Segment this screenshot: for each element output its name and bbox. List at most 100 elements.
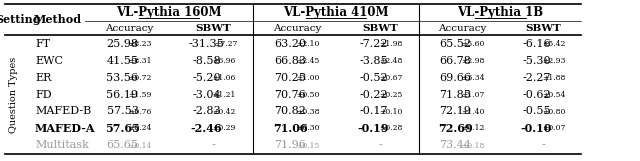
Text: 71.06: 71.06 xyxy=(273,123,308,134)
Text: ±0.42: ±0.42 xyxy=(212,108,236,115)
Text: ER: ER xyxy=(35,72,51,82)
Text: ±0.15: ±0.15 xyxy=(296,142,319,150)
Text: ±0.67: ±0.67 xyxy=(379,74,403,81)
Text: ±2.48: ±2.48 xyxy=(379,57,403,65)
Text: -0.55: -0.55 xyxy=(522,106,551,117)
Text: EWC: EWC xyxy=(35,56,63,66)
Text: ±0.38: ±0.38 xyxy=(296,108,319,115)
Text: ±0.24: ±0.24 xyxy=(128,124,152,133)
Text: FT: FT xyxy=(35,38,50,48)
Text: ±0.76: ±0.76 xyxy=(128,108,152,115)
Text: -2.46: -2.46 xyxy=(191,123,222,134)
Text: -2.83: -2.83 xyxy=(192,106,221,117)
Text: ±0.54: ±0.54 xyxy=(542,90,565,99)
Text: ±1.07: ±1.07 xyxy=(461,90,484,99)
Text: SBWT: SBWT xyxy=(362,24,398,33)
Text: 66.78: 66.78 xyxy=(440,56,472,66)
Text: ±1.59: ±1.59 xyxy=(128,90,152,99)
Text: -3.85: -3.85 xyxy=(359,56,388,66)
Text: -: - xyxy=(211,141,215,151)
Text: ±2.98: ±2.98 xyxy=(461,57,484,65)
Text: ±1.06: ±1.06 xyxy=(212,74,236,81)
Text: ±0.12: ±0.12 xyxy=(461,124,484,133)
Text: -3.04: -3.04 xyxy=(192,90,221,99)
Text: Setting: Setting xyxy=(0,14,41,25)
Text: VL-Pythia 1B: VL-Pythia 1B xyxy=(457,6,543,19)
Text: SBWT: SBWT xyxy=(195,24,231,33)
Text: 65.65: 65.65 xyxy=(106,141,138,151)
Text: VL-Pythia 160M: VL-Pythia 160M xyxy=(116,6,221,19)
Text: 41.55: 41.55 xyxy=(106,56,138,66)
Text: 57.53: 57.53 xyxy=(106,106,138,117)
Text: ±1.21: ±1.21 xyxy=(212,90,236,99)
Text: Question Types: Question Types xyxy=(10,56,19,133)
Text: -5.30: -5.30 xyxy=(522,56,551,66)
Text: SBWT: SBWT xyxy=(525,24,561,33)
Text: 63.20: 63.20 xyxy=(275,38,307,48)
Text: 71.85: 71.85 xyxy=(440,90,472,99)
Text: ±3.34: ±3.34 xyxy=(461,74,484,81)
Text: -0.19: -0.19 xyxy=(358,123,389,134)
Text: ±0.14: ±0.14 xyxy=(128,142,152,150)
Text: ±0.28: ±0.28 xyxy=(379,124,403,133)
Text: 65.52: 65.52 xyxy=(440,38,472,48)
Text: -8.58: -8.58 xyxy=(192,56,221,66)
Text: ±0.30: ±0.30 xyxy=(296,124,319,133)
Text: ±0.25: ±0.25 xyxy=(379,90,403,99)
Text: ±1.00: ±1.00 xyxy=(296,74,319,81)
Text: ±0.18: ±0.18 xyxy=(461,142,484,150)
Text: VL-Pythia 410M: VL-Pythia 410M xyxy=(284,6,388,19)
Text: ±6.96: ±6.96 xyxy=(212,57,236,65)
Text: MAFED-B: MAFED-B xyxy=(35,106,92,117)
Text: ±7.27: ±7.27 xyxy=(214,39,237,47)
Text: ±0.29: ±0.29 xyxy=(212,124,236,133)
Text: ±8.23: ±8.23 xyxy=(128,39,152,47)
Text: Method: Method xyxy=(34,14,82,25)
Text: 53.56: 53.56 xyxy=(106,72,138,82)
Text: 25.98: 25.98 xyxy=(106,38,138,48)
Text: -0.10: -0.10 xyxy=(521,123,552,134)
Text: ±5.60: ±5.60 xyxy=(461,39,484,47)
Text: ±0.10: ±0.10 xyxy=(379,108,403,115)
Text: 71.96: 71.96 xyxy=(275,141,307,151)
Text: -7.22: -7.22 xyxy=(359,38,388,48)
Text: Accuracy: Accuracy xyxy=(438,24,486,33)
Text: -0.17: -0.17 xyxy=(359,106,388,117)
Text: -2.27: -2.27 xyxy=(522,72,551,82)
Text: ±1.98: ±1.98 xyxy=(379,39,403,47)
Text: ±0.80: ±0.80 xyxy=(542,108,565,115)
Text: -31.35: -31.35 xyxy=(189,38,225,48)
Text: -0.22: -0.22 xyxy=(359,90,388,99)
Text: 57.65: 57.65 xyxy=(105,123,140,134)
Text: 72.69: 72.69 xyxy=(438,123,473,134)
Text: 72.19: 72.19 xyxy=(440,106,472,117)
Text: ±0.72: ±0.72 xyxy=(128,74,152,81)
Text: -5.20: -5.20 xyxy=(192,72,221,82)
Text: 69.66: 69.66 xyxy=(440,72,472,82)
Text: 66.83: 66.83 xyxy=(275,56,307,66)
Text: -0.62: -0.62 xyxy=(522,90,551,99)
Text: 70.76: 70.76 xyxy=(275,90,307,99)
Text: Multitask: Multitask xyxy=(35,141,89,151)
Text: 73.44: 73.44 xyxy=(440,141,472,151)
Text: FD: FD xyxy=(35,90,52,99)
Text: MAFED-A: MAFED-A xyxy=(35,123,95,134)
Text: Accuracy: Accuracy xyxy=(273,24,321,33)
Text: Accuracy: Accuracy xyxy=(105,24,153,33)
Text: -: - xyxy=(378,141,382,151)
Text: ±2.93: ±2.93 xyxy=(542,57,566,65)
Text: ±1.88: ±1.88 xyxy=(542,74,565,81)
Text: ±0.07: ±0.07 xyxy=(542,124,565,133)
Text: ±8.31: ±8.31 xyxy=(128,57,152,65)
Text: ±2.45: ±2.45 xyxy=(296,57,319,65)
Text: -6.16: -6.16 xyxy=(522,38,551,48)
Text: 70.25: 70.25 xyxy=(275,72,307,82)
Text: -: - xyxy=(541,141,545,151)
Text: ±5.42: ±5.42 xyxy=(542,39,565,47)
Text: ±2.10: ±2.10 xyxy=(296,39,319,47)
Text: 56.19: 56.19 xyxy=(106,90,138,99)
Text: ±0.50: ±0.50 xyxy=(296,90,319,99)
Text: 70.82: 70.82 xyxy=(275,106,307,117)
Text: ±1.40: ±1.40 xyxy=(461,108,484,115)
Text: -0.52: -0.52 xyxy=(359,72,388,82)
